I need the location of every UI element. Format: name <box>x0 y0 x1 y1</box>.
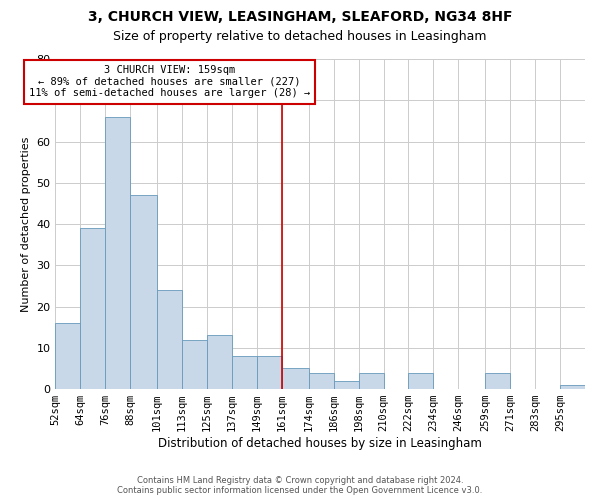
Bar <box>157 290 182 389</box>
Text: 3 CHURCH VIEW: 159sqm
← 89% of detached houses are smaller (227)
11% of semi-det: 3 CHURCH VIEW: 159sqm ← 89% of detached … <box>29 65 310 98</box>
Bar <box>182 340 207 389</box>
Bar <box>485 372 510 389</box>
Text: Contains HM Land Registry data © Crown copyright and database right 2024.
Contai: Contains HM Land Registry data © Crown c… <box>118 476 482 495</box>
Bar <box>359 372 383 389</box>
Bar <box>560 385 585 389</box>
Bar <box>130 195 157 389</box>
Bar <box>282 368 309 389</box>
Bar <box>334 381 359 389</box>
Y-axis label: Number of detached properties: Number of detached properties <box>21 136 31 312</box>
Bar <box>55 323 80 389</box>
X-axis label: Distribution of detached houses by size in Leasingham: Distribution of detached houses by size … <box>158 437 482 450</box>
Bar <box>105 117 130 389</box>
Bar <box>309 372 334 389</box>
Bar <box>232 356 257 389</box>
Text: 3, CHURCH VIEW, LEASINGHAM, SLEAFORD, NG34 8HF: 3, CHURCH VIEW, LEASINGHAM, SLEAFORD, NG… <box>88 10 512 24</box>
Bar <box>257 356 282 389</box>
Text: Size of property relative to detached houses in Leasingham: Size of property relative to detached ho… <box>113 30 487 43</box>
Bar <box>409 372 433 389</box>
Bar <box>207 336 232 389</box>
Bar <box>80 228 105 389</box>
